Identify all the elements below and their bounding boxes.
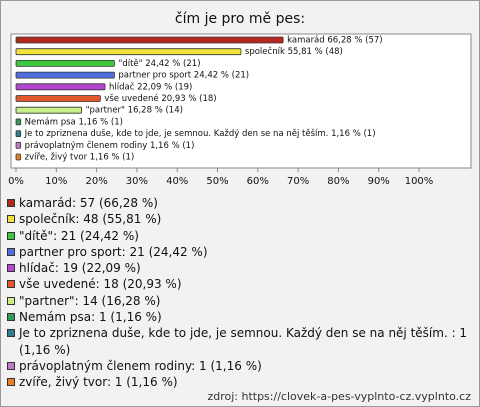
x-tick-label: 40% bbox=[166, 176, 188, 187]
legend-item: kamarád: 57 (66,28 %) bbox=[7, 195, 469, 211]
legend-swatch bbox=[7, 264, 15, 273]
x-tick-label: 60% bbox=[247, 176, 269, 187]
legend-swatch bbox=[7, 378, 15, 387]
bar bbox=[15, 118, 22, 126]
bar-label: právoplatným členem rodiny 1,16 % (1) bbox=[25, 140, 195, 151]
bar bbox=[15, 106, 83, 114]
legend-item: Je to zpriznena duše, kde to jde, je sem… bbox=[7, 325, 469, 358]
legend-text: kamarád: 57 (66,28 %) bbox=[19, 196, 158, 210]
bar bbox=[15, 60, 115, 67]
legend: kamarád: 57 (66,28 %) společník: 48 (55,8… bbox=[7, 195, 469, 391]
chart-title: čím je pro mě pes: bbox=[175, 11, 305, 27]
legend-text: společník: 48 (55,81 %) bbox=[19, 212, 162, 227]
bar bbox=[15, 141, 22, 149]
legend-text: vše uvedené: 18 (20,93 %) bbox=[19, 277, 182, 292]
bar bbox=[15, 71, 115, 79]
legend-swatch bbox=[7, 329, 15, 338]
chart: čím je pro mě pes: 0% 10% 20% 30% 40% 50% 60% 7… bbox=[8, 11, 472, 187]
legend-swatch bbox=[7, 296, 15, 305]
legend-swatch bbox=[7, 215, 15, 224]
legend-item: společník: 48 (55,81 %) bbox=[7, 211, 469, 227]
x-tick-label: 0% bbox=[8, 176, 24, 187]
bar bbox=[15, 130, 22, 138]
legend-text: partner pro sport: 21 (24,42 %) bbox=[19, 244, 208, 259]
legend-text: "partner": 14 (16,28 %) bbox=[19, 293, 161, 308]
legend-swatch bbox=[7, 231, 15, 240]
legend-item: právoplatným členem rodiny: 1 (1,16 %) bbox=[7, 358, 469, 374]
x-tick-label: 20% bbox=[85, 176, 107, 187]
bar bbox=[15, 48, 242, 56]
bar bbox=[15, 95, 101, 102]
bar-label: zvíře, živý tvor 1,16 % (1) bbox=[25, 153, 135, 163]
legend-text: hlídač: 19 (22,09 %) bbox=[19, 261, 141, 276]
bar-label: hlídač 22,09 % (19) bbox=[109, 81, 192, 92]
bar-label: Je to zpriznena duše, kde to jde, je sem… bbox=[24, 128, 376, 139]
legend-text: Nemám psa: 1 (1,16 %) bbox=[19, 310, 162, 325]
legend-item: vše uvedené: 18 (20,93 %) bbox=[7, 276, 469, 292]
legend-swatch bbox=[7, 313, 15, 322]
legend-swatch bbox=[7, 361, 15, 370]
legend-text: "dítě": 21 (24,42 %) bbox=[19, 228, 139, 243]
bar-label: vše uvedené 20,93 % (18) bbox=[104, 93, 216, 104]
bar-label: Nemám psa 1,16 % (1) bbox=[25, 117, 123, 127]
bar-label: "partner" 16,28 % (14) bbox=[86, 106, 183, 116]
source: zdroj: https://clovek-a-pes-vyplnto-cz.v… bbox=[207, 390, 471, 403]
legend-item: hlídač: 19 (22,09 %) bbox=[7, 260, 469, 276]
x-tick-label: 10% bbox=[45, 176, 67, 187]
legend-swatch bbox=[7, 199, 15, 207]
x-tick-label: 80% bbox=[327, 176, 349, 187]
legend-swatch bbox=[7, 280, 15, 289]
legend-text: Je to zpriznena duše, kde to jde, je sem… bbox=[19, 326, 468, 357]
x-tick-label: 90% bbox=[368, 176, 390, 187]
x-tick-label: 50% bbox=[206, 176, 228, 187]
bar-label: partner pro sport 24,42 % (21) bbox=[118, 71, 249, 81]
legend-item: partner pro sport: 21 (24,42 %) bbox=[7, 244, 469, 260]
x-tick-label: 70% bbox=[287, 176, 309, 187]
bar-label: společník 55,81 % (48) bbox=[245, 46, 343, 57]
legend-item: zvíře, živý tvor: 1 (1,16 %) bbox=[7, 374, 469, 390]
bar bbox=[15, 153, 22, 161]
legend-item: Nemám psa: 1 (1,16 %) bbox=[7, 309, 469, 325]
legend-text: právoplatným členem rodiny: 1 (1,16 %) bbox=[19, 358, 262, 373]
bar bbox=[15, 83, 106, 91]
x-tick-label: 30% bbox=[126, 176, 148, 187]
x-tick-label: 100% bbox=[405, 176, 434, 187]
legend-swatch bbox=[7, 247, 15, 256]
bar-label: "dítě" 24,42 % (21) bbox=[118, 59, 200, 69]
legend-item: "dítě": 21 (24,42 %) bbox=[7, 228, 469, 244]
legend-item: "partner": 14 (16,28 %) bbox=[7, 293, 469, 309]
legend-text: zvíře, živý tvor: 1 (1,16 %) bbox=[19, 375, 178, 390]
bar-label: kamarád 66,28 % (57) bbox=[287, 36, 383, 46]
bar bbox=[15, 36, 284, 44]
